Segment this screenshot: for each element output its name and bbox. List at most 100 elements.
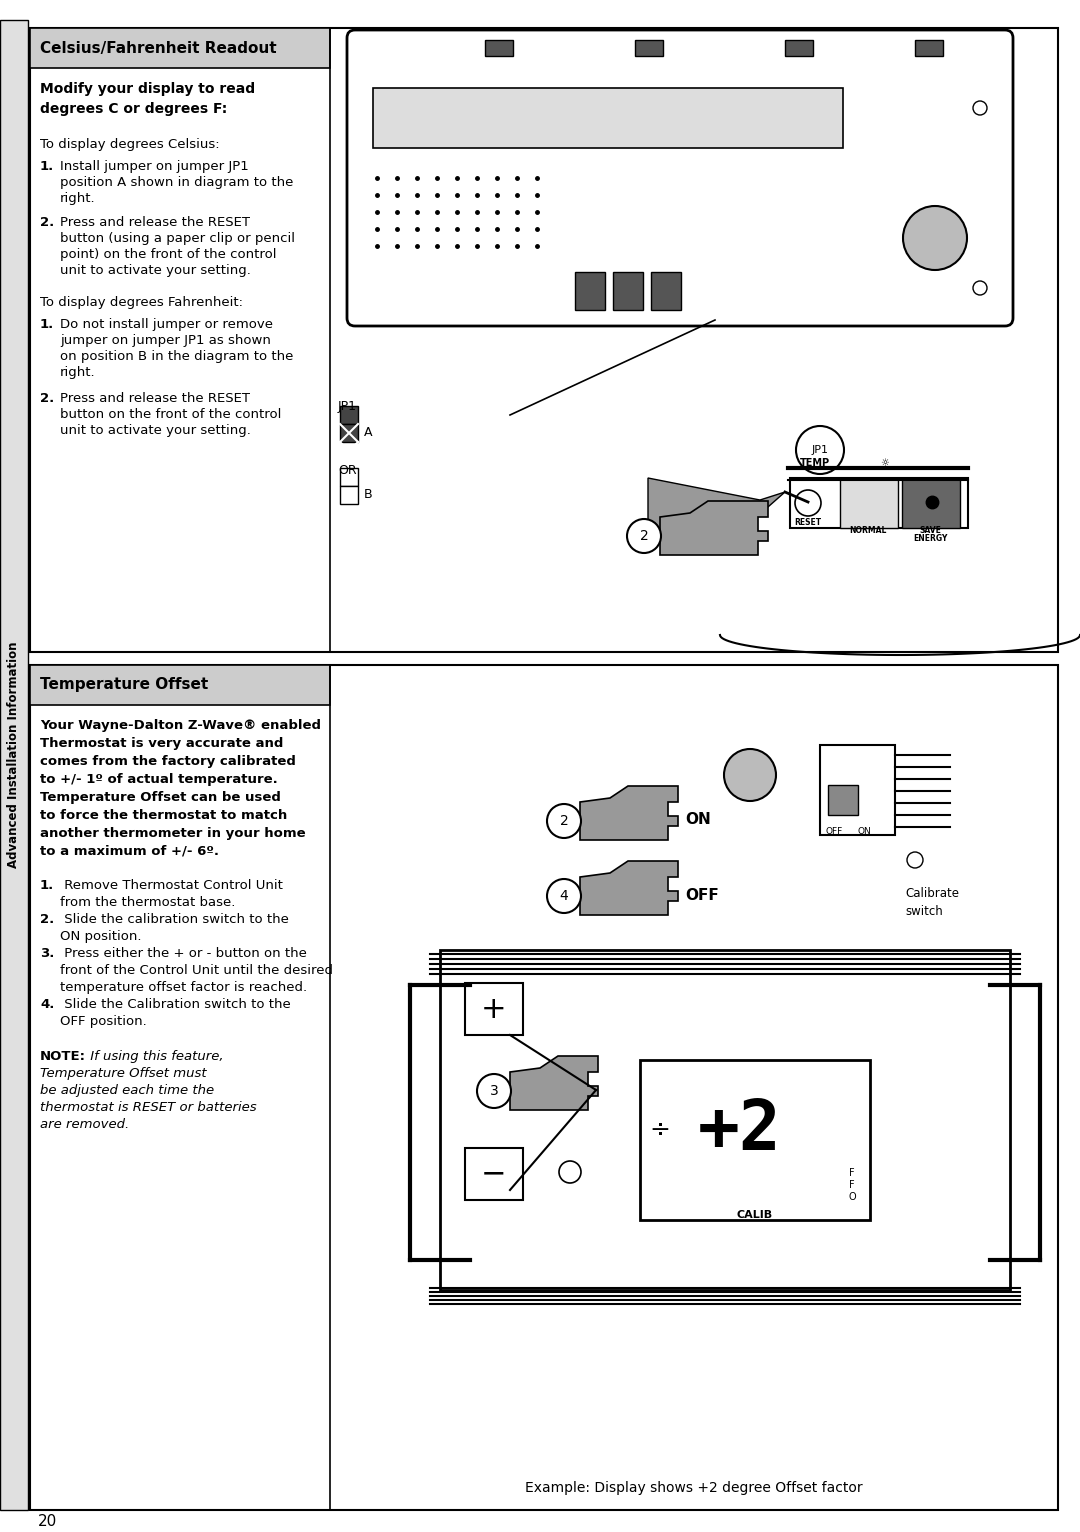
- Text: Temperature Offset must: Temperature Offset must: [40, 1066, 206, 1080]
- Text: −: −: [482, 1160, 507, 1189]
- Text: ☼: ☼: [880, 458, 889, 467]
- Bar: [785, 40, 813, 57]
- Bar: [640, 1060, 870, 1219]
- Bar: [840, 478, 897, 529]
- Text: JP1: JP1: [338, 400, 357, 414]
- Bar: [340, 406, 357, 424]
- Text: degrees C or degrees F:: degrees C or degrees F:: [40, 103, 227, 116]
- Text: A: A: [364, 426, 373, 440]
- Bar: [340, 424, 357, 443]
- Text: 2.: 2.: [40, 392, 54, 404]
- Text: right.: right.: [60, 192, 96, 205]
- Text: F: F: [849, 1180, 854, 1190]
- Polygon shape: [580, 861, 678, 915]
- Text: TEMP: TEMP: [800, 458, 831, 467]
- Text: be adjusted each time the: be adjusted each time the: [40, 1085, 214, 1097]
- Text: point) on the front of the control: point) on the front of the control: [60, 248, 276, 260]
- Text: Install jumper on jumper JP1: Install jumper on jumper JP1: [60, 159, 248, 173]
- Text: another thermometer in your home: another thermometer in your home: [40, 827, 306, 840]
- Text: 1.: 1.: [40, 879, 54, 892]
- Text: 2.: 2.: [40, 913, 54, 925]
- Text: Press and release the RESET: Press and release the RESET: [60, 392, 249, 404]
- Text: button on the front of the control: button on the front of the control: [60, 408, 282, 421]
- Bar: [789, 478, 968, 529]
- Text: front of the Control Unit until the desired: front of the Control Unit until the desi…: [60, 964, 333, 977]
- Text: ON: ON: [685, 812, 711, 827]
- Text: SAVE: SAVE: [919, 525, 941, 535]
- Text: 2.: 2.: [40, 216, 54, 228]
- Text: NOTE:: NOTE:: [40, 1049, 86, 1063]
- Circle shape: [795, 490, 821, 516]
- Bar: [465, 1147, 523, 1200]
- Text: ENERGY: ENERGY: [913, 535, 947, 542]
- Circle shape: [903, 205, 967, 270]
- Bar: [30, 28, 1058, 653]
- Text: OFF position.: OFF position.: [60, 1016, 147, 1028]
- Text: Calibrate: Calibrate: [905, 887, 959, 899]
- Text: CALIB: CALIB: [737, 1210, 773, 1219]
- Text: Celsius/Fahrenheit Readout: Celsius/Fahrenheit Readout: [40, 40, 276, 55]
- Bar: [635, 40, 663, 57]
- Text: Thermostat is very accurate and: Thermostat is very accurate and: [40, 737, 283, 751]
- Text: to a maximum of +/- 6º.: to a maximum of +/- 6º.: [40, 846, 219, 858]
- Bar: [30, 28, 330, 67]
- Text: 2: 2: [559, 813, 568, 827]
- Text: NORMAL: NORMAL: [849, 525, 887, 535]
- Circle shape: [546, 804, 581, 838]
- Text: Modify your display to read: Modify your display to read: [40, 83, 255, 97]
- Text: button (using a paper clip or pencil: button (using a paper clip or pencil: [60, 231, 295, 245]
- FancyBboxPatch shape: [347, 31, 1013, 326]
- Circle shape: [973, 280, 987, 296]
- Text: Remove Thermostat Control Unit: Remove Thermostat Control Unit: [60, 879, 283, 892]
- Text: Press either the + or - button on the: Press either the + or - button on the: [60, 947, 307, 961]
- Polygon shape: [660, 501, 768, 555]
- Text: to force the thermostat to match: to force the thermostat to match: [40, 809, 287, 823]
- Text: F: F: [849, 1167, 854, 1178]
- Text: RESET: RESET: [795, 518, 822, 527]
- Bar: [465, 984, 523, 1036]
- Text: +: +: [482, 994, 507, 1023]
- Text: 1.: 1.: [40, 319, 54, 331]
- Text: on position B in the diagram to the: on position B in the diagram to the: [60, 349, 294, 363]
- Text: 3: 3: [489, 1085, 498, 1098]
- Bar: [820, 745, 895, 835]
- Text: temperature offset factor is reached.: temperature offset factor is reached.: [60, 980, 307, 994]
- Text: 3.: 3.: [40, 947, 54, 961]
- Text: 4.: 4.: [40, 997, 54, 1011]
- Text: +2: +2: [698, 1097, 782, 1163]
- Text: unit to activate your setting.: unit to activate your setting.: [60, 264, 251, 277]
- Text: 4: 4: [559, 889, 568, 902]
- Text: ON position.: ON position.: [60, 930, 141, 944]
- Text: 1.: 1.: [40, 159, 54, 173]
- Text: ON: ON: [858, 827, 872, 836]
- Text: Example: Display shows +2 degree Offset factor: Example: Display shows +2 degree Offset …: [525, 1481, 863, 1495]
- Text: Advanced Installation Information: Advanced Installation Information: [8, 642, 21, 869]
- Bar: [373, 87, 843, 149]
- Text: Temperature Offset can be used: Temperature Offset can be used: [40, 791, 281, 804]
- Text: Press and release the RESET: Press and release the RESET: [60, 216, 249, 228]
- Circle shape: [724, 749, 777, 801]
- Bar: [0, 20, 28, 1511]
- Bar: [340, 467, 357, 486]
- Text: jumper on jumper JP1 as shown: jumper on jumper JP1 as shown: [60, 334, 271, 348]
- Text: OFF: OFF: [825, 827, 842, 836]
- Text: position A shown in diagram to the: position A shown in diagram to the: [60, 176, 294, 188]
- Text: OR: OR: [338, 464, 356, 476]
- Bar: [915, 40, 943, 57]
- Text: Slide the calibration switch to the: Slide the calibration switch to the: [60, 913, 288, 925]
- Bar: [485, 40, 513, 57]
- Polygon shape: [648, 478, 785, 536]
- Bar: [828, 784, 858, 815]
- Text: B: B: [364, 489, 373, 501]
- Text: Slide the Calibration switch to the: Slide the Calibration switch to the: [60, 997, 291, 1011]
- Bar: [651, 273, 681, 309]
- Bar: [902, 478, 960, 529]
- Text: to +/- 1º of actual temperature.: to +/- 1º of actual temperature.: [40, 774, 278, 786]
- Circle shape: [546, 879, 581, 913]
- Text: Your Wayne-Dalton Z-Wave® enabled: Your Wayne-Dalton Z-Wave® enabled: [40, 719, 321, 732]
- Polygon shape: [580, 786, 678, 840]
- Bar: [613, 273, 643, 309]
- Text: To display degrees Celsius:: To display degrees Celsius:: [40, 138, 219, 152]
- Text: ÷: ÷: [649, 1118, 671, 1141]
- Bar: [575, 273, 605, 309]
